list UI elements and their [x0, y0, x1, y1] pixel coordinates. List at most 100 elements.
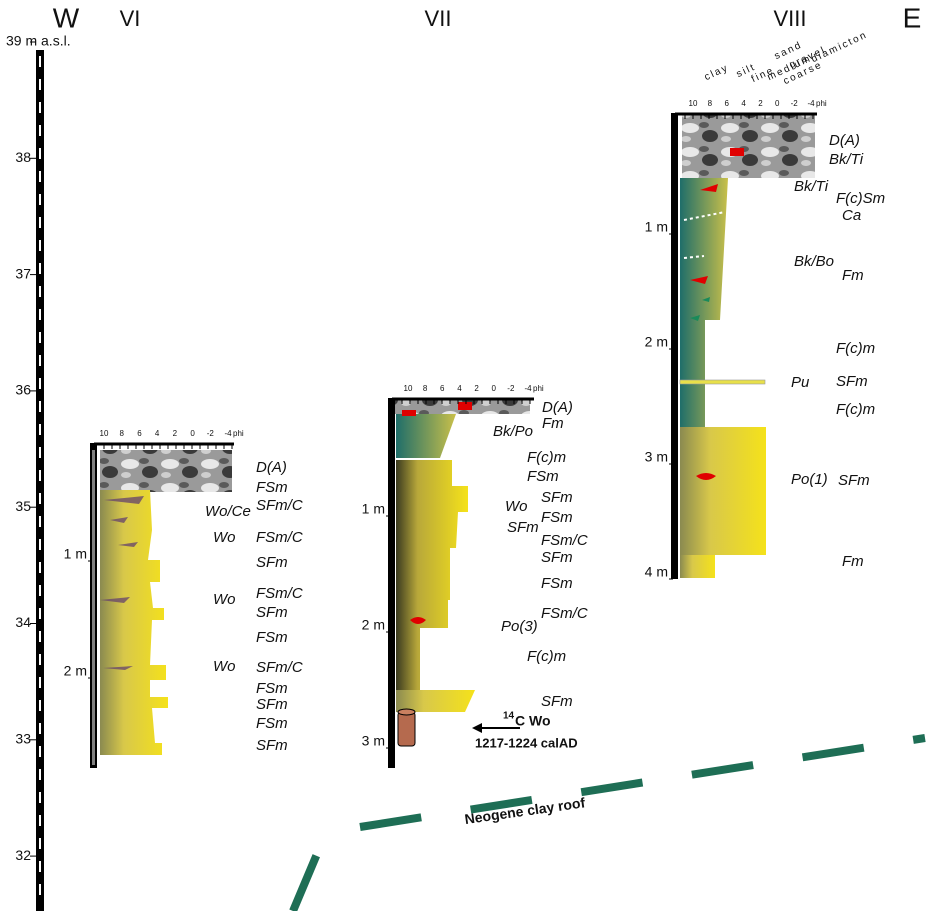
facies-label: FSm	[256, 680, 288, 697]
depth-label: 2 m	[362, 617, 385, 633]
facies-label: D(A)	[542, 399, 573, 416]
facies-label: FSm/C	[256, 529, 303, 546]
axis-dash	[39, 171, 41, 182]
axis-dash	[39, 631, 41, 642]
depth-label: 4 m	[645, 564, 668, 580]
scale-tick-label: 8	[708, 99, 713, 108]
facies-label: SFm	[838, 472, 870, 489]
scale-tick-label: 0	[190, 429, 195, 438]
axis-dash	[39, 79, 41, 90]
profile-note: Wo	[213, 591, 236, 608]
axis-dash	[39, 263, 41, 274]
facies-label: Bk/Ti	[829, 151, 864, 168]
profile-note: Wo/Ce	[205, 503, 251, 520]
facies-label: SFm/C	[256, 659, 303, 676]
facies-label: SFm	[507, 519, 539, 536]
axis-dash	[39, 424, 41, 435]
axis-dash	[39, 723, 41, 734]
elevation-label: 36	[15, 382, 31, 398]
axis-dash	[39, 493, 41, 504]
scale-tick-label: -2	[791, 99, 799, 108]
profile-note: Bk/Po	[493, 423, 533, 440]
scale-tick-label: 2	[758, 99, 763, 108]
facies-label: SFm	[256, 554, 288, 571]
scale-tick-label: 2	[474, 384, 479, 393]
scale-tick-label: 10	[100, 429, 109, 438]
scale-tick-label: 6	[440, 384, 445, 393]
axis-dash	[39, 677, 41, 688]
axis-dash	[39, 240, 41, 251]
profile-name: VI	[120, 6, 141, 31]
facies-label: D(A)	[829, 132, 860, 149]
depth-label: 1 m	[645, 219, 668, 235]
depth-label: 1 m	[64, 546, 87, 562]
profile-note: Wo	[213, 658, 236, 675]
axis-dash	[39, 447, 41, 458]
facies-label: F(c)m	[836, 401, 875, 418]
axis-dash	[39, 884, 41, 895]
axis-dash	[39, 654, 41, 665]
axis-dash	[39, 56, 41, 67]
facies-label: FSm	[541, 575, 573, 592]
facies-label: FSm/C	[541, 605, 588, 622]
facies-label: SFm	[836, 373, 868, 390]
facies-label: D(A)	[256, 459, 287, 476]
elevation-label: 32	[15, 847, 31, 863]
axis-dash	[39, 286, 41, 297]
facies-label: SFm	[256, 604, 288, 621]
axis-dashes	[39, 56, 41, 895]
elevation-label: 39 m a.s.l.	[6, 33, 71, 49]
facies-label: Ca	[842, 207, 861, 224]
axis-dash	[39, 309, 41, 320]
scale-tick-label: 8	[119, 429, 124, 438]
facies-label: F(c)m	[836, 340, 875, 357]
scale-tick-label: 10	[404, 384, 413, 393]
axis-dash	[39, 470, 41, 481]
scale-tick-label: 0	[775, 99, 780, 108]
elevation-label: 34	[15, 614, 31, 630]
axis-dash	[39, 585, 41, 596]
axis-dash	[39, 194, 41, 205]
dating-isotope: 14	[503, 711, 515, 722]
facies-label: FSm/C	[541, 532, 588, 549]
profile-note: Po(1)	[791, 471, 828, 488]
elevation-label: 33	[15, 731, 31, 747]
axis-dash	[39, 516, 41, 527]
scale-tick-label: -4	[224, 429, 232, 438]
profile-note: Wo	[505, 498, 528, 515]
scale-tick-label: 10	[689, 99, 698, 108]
facies-label: SFm	[256, 737, 288, 754]
depth-label: 1 m	[362, 501, 385, 517]
grain-class: clay	[703, 62, 731, 83]
scale-tick-label: -4	[807, 99, 815, 108]
scale-unit: phi	[533, 384, 544, 393]
axis-dash	[39, 539, 41, 550]
scale-tick-label: 0	[491, 384, 496, 393]
axis-dash	[39, 608, 41, 619]
axis-dash	[39, 102, 41, 113]
axis-dash	[39, 815, 41, 826]
scale-tick-label: 6	[724, 99, 729, 108]
scale-tick-label: 4	[457, 384, 462, 393]
facies-label: SFm	[541, 489, 573, 506]
axis-dash	[39, 401, 41, 412]
facies-label: Fm	[842, 267, 864, 284]
profile-note: Po(3)	[501, 618, 538, 635]
depth-label: 2 m	[645, 334, 668, 350]
dating-label: C Wo	[515, 713, 551, 729]
axis-dash	[39, 838, 41, 849]
facies-label: SFm	[541, 693, 573, 710]
elevation-label: 37	[15, 265, 31, 281]
facies-label: F(c)m	[527, 648, 566, 665]
facies-label: FSm	[256, 629, 288, 646]
facies-label: SFm/C	[256, 497, 303, 514]
scale-tick-label: 2	[173, 429, 178, 438]
west-label: W	[53, 2, 80, 33]
scale-tick-label: 4	[155, 429, 160, 438]
axis-dash	[39, 148, 41, 159]
elevation-label: 38	[15, 149, 31, 165]
depth-label: 2 m	[64, 663, 87, 679]
axis-dash	[39, 769, 41, 780]
axis-dash	[39, 378, 41, 389]
facies-label: SFm	[541, 549, 573, 566]
